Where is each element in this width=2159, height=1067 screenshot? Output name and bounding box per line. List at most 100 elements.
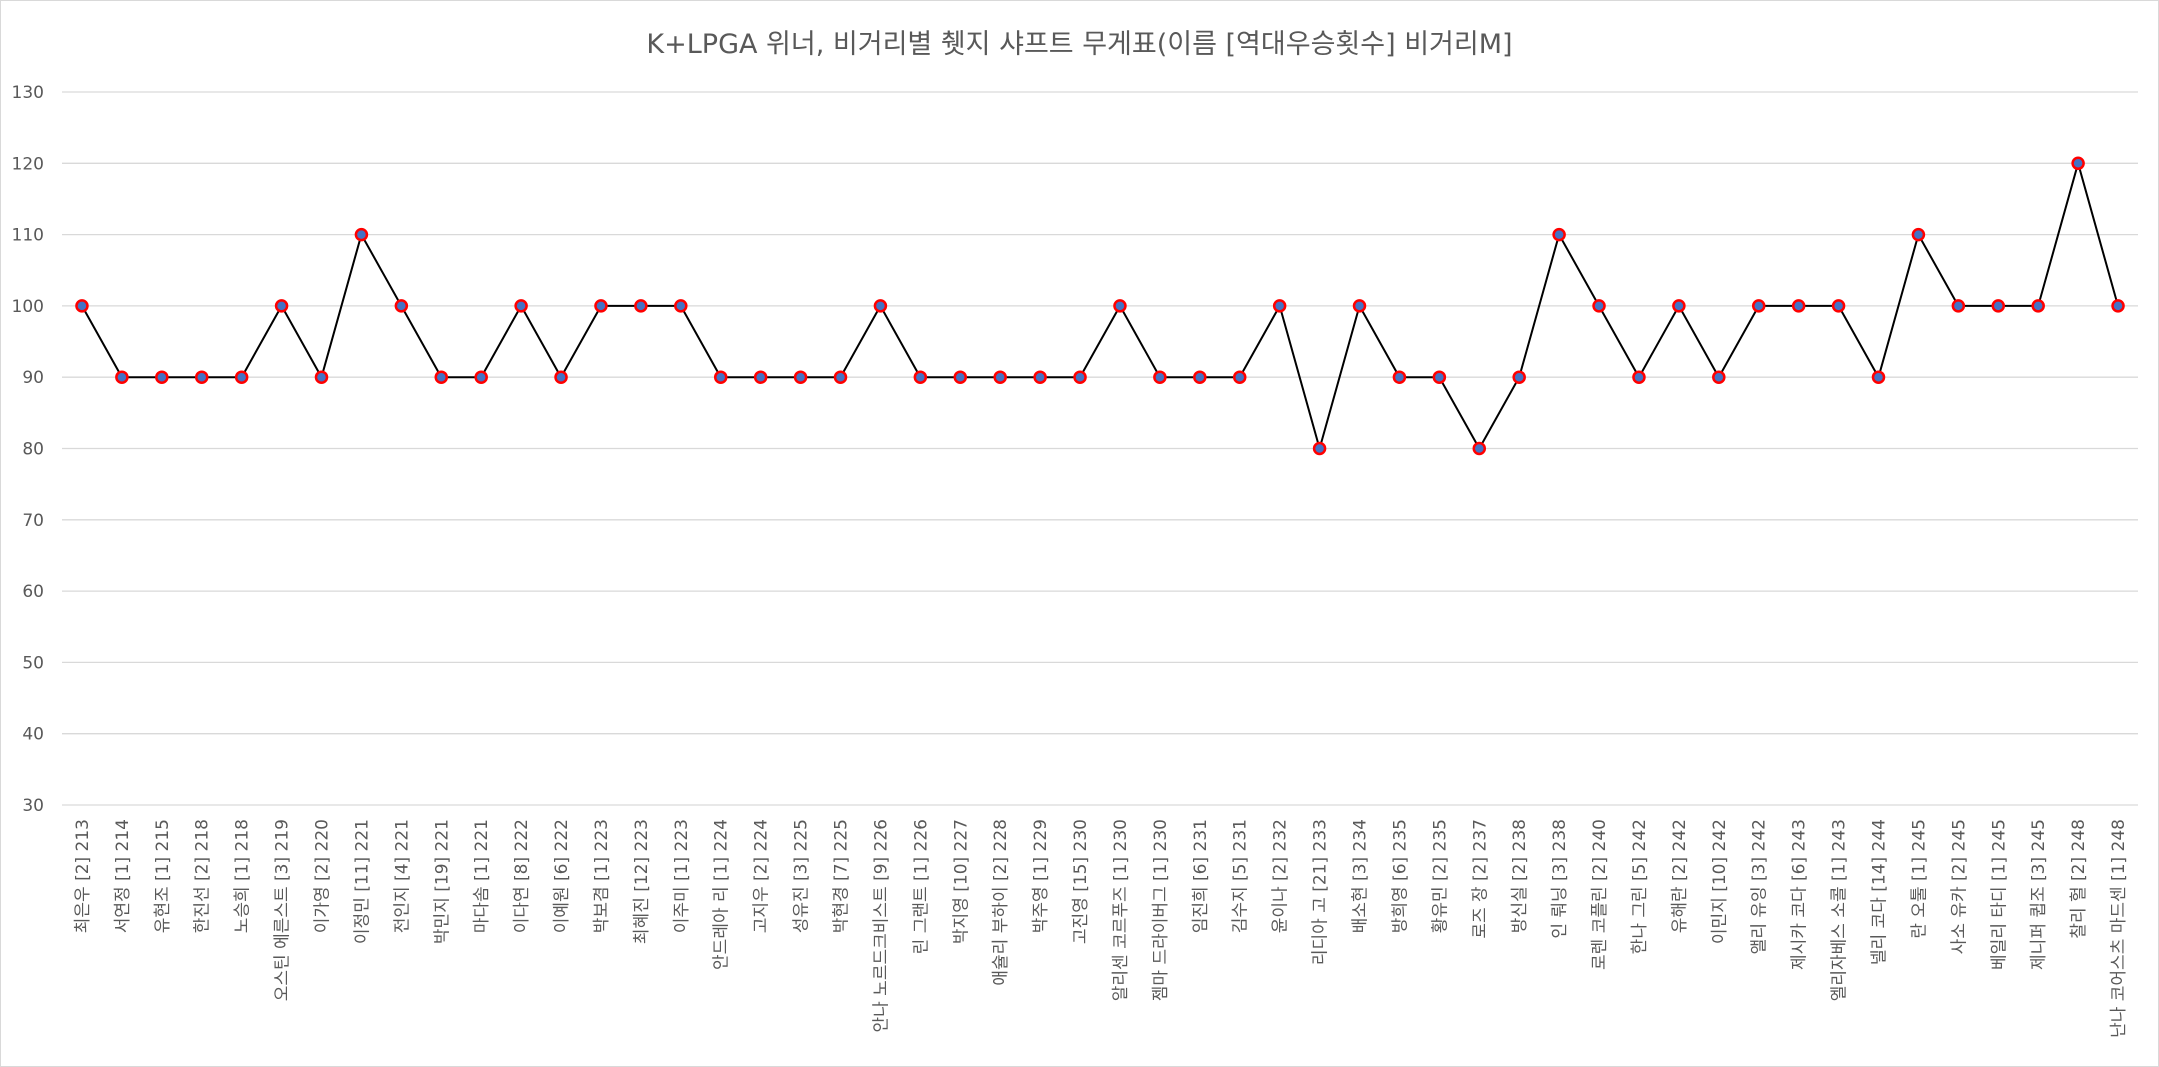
data-point bbox=[993, 370, 1007, 384]
x-category-label: 임진희 [6] 231 bbox=[1191, 819, 1211, 933]
series-line-layer bbox=[81, 162, 2119, 450]
data-point bbox=[1991, 299, 2006, 313]
data-point bbox=[1951, 299, 1966, 313]
x-category-label: 안드레아 리 [1] 224 bbox=[712, 819, 732, 970]
data-point bbox=[1312, 441, 1327, 456]
x-category-label: 고진영 [15] 230 bbox=[1071, 819, 1091, 944]
data-point bbox=[1272, 299, 1287, 313]
x-category-label: 최혜진 [12] 223 bbox=[632, 819, 652, 944]
data-point bbox=[1552, 227, 1566, 242]
x-category-label: 한진선 [2] 218 bbox=[193, 819, 213, 933]
data-point bbox=[314, 370, 329, 384]
data-point bbox=[1592, 299, 1606, 313]
data-point bbox=[953, 370, 968, 384]
data-point bbox=[674, 299, 688, 313]
x-category-label: 방신실 [2] 238 bbox=[1510, 819, 1530, 933]
data-point bbox=[1751, 299, 1766, 313]
series-line bbox=[81, 162, 2119, 450]
data-point bbox=[75, 299, 89, 313]
data-point bbox=[1352, 299, 1367, 313]
x-category-label: 리디아 고 [21] 233 bbox=[1311, 819, 1331, 965]
x-category-label: 노승희 [1] 218 bbox=[233, 819, 253, 933]
y-tick-label: 110 bbox=[12, 226, 44, 246]
data-point bbox=[913, 370, 928, 384]
x-category-label: 전인지 [4] 221 bbox=[392, 819, 412, 933]
data-point bbox=[1911, 227, 1926, 242]
x-category-label: 제시카 코다 [6] 243 bbox=[1790, 819, 1810, 970]
data-point bbox=[594, 299, 608, 313]
x-category-label: 찰리 헐 [2] 248 bbox=[2069, 819, 2089, 939]
x-category-label: 서연정 [1] 214 bbox=[113, 819, 133, 933]
gridlines bbox=[62, 91, 2138, 806]
x-category-label: 넬리 코다 [14] 244 bbox=[1870, 819, 1890, 965]
x-category-label: 성유진 [3] 225 bbox=[792, 819, 812, 933]
y-axis-ticks: 30 40 50 60 70 80 90 100 110 120 130 bbox=[12, 83, 44, 816]
x-category-label: 박보겸 [1] 223 bbox=[592, 819, 612, 933]
x-category-label: 이가영 [2] 220 bbox=[313, 819, 333, 933]
x-category-label: 이정민 [11] 221 bbox=[352, 819, 372, 944]
data-point bbox=[394, 299, 409, 313]
data-point bbox=[434, 370, 449, 384]
y-tick-label: 120 bbox=[12, 154, 44, 174]
data-point bbox=[793, 370, 808, 384]
x-category-label: 유해란 [2] 242 bbox=[1670, 819, 1690, 933]
x-category-label: 방희영 [6] 235 bbox=[1390, 819, 1410, 933]
data-point bbox=[1712, 370, 1726, 384]
x-category-label: 박민지 [19] 221 bbox=[432, 819, 452, 944]
x-category-label: 김수지 [5] 231 bbox=[1231, 819, 1251, 933]
data-point bbox=[2111, 299, 2125, 313]
data-point bbox=[354, 227, 369, 242]
data-point bbox=[1512, 370, 1526, 384]
data-point bbox=[873, 299, 888, 313]
y-tick-label: 100 bbox=[12, 297, 44, 317]
data-point bbox=[2031, 299, 2045, 313]
x-category-label: 윤이나 [2] 232 bbox=[1271, 819, 1291, 933]
x-category-label: 난나 코어스츠 마드센 [1] 248 bbox=[2109, 819, 2129, 1038]
data-point bbox=[1033, 370, 1047, 384]
x-category-label: 배소현 [3] 234 bbox=[1351, 819, 1371, 933]
x-category-label: 고지우 [2] 224 bbox=[752, 819, 772, 933]
x-category-label: 최은우 [2] 213 bbox=[73, 819, 93, 933]
x-category-label: 이주미 [1] 223 bbox=[672, 819, 692, 933]
y-tick-label: 90 bbox=[22, 368, 44, 388]
data-point bbox=[1791, 299, 1806, 313]
y-tick-label: 40 bbox=[22, 725, 44, 745]
data-point bbox=[1632, 370, 1646, 384]
x-category-label: 박주영 [1] 229 bbox=[1031, 819, 1051, 933]
data-point bbox=[155, 370, 169, 384]
data-point bbox=[1073, 370, 1087, 384]
x-category-label: 유현조 [1] 215 bbox=[153, 819, 173, 933]
data-point bbox=[1472, 441, 1487, 456]
data-point bbox=[1113, 299, 1127, 313]
x-category-label: 알리센 코르푸즈 [1] 230 bbox=[1111, 819, 1131, 1001]
x-category-label: 로즈 장 [2] 237 bbox=[1470, 819, 1490, 939]
x-category-label: 박지영 [10] 227 bbox=[951, 819, 971, 944]
y-tick-label: 50 bbox=[22, 653, 44, 673]
x-category-label: 안나 노르드크비스트 [9] 226 bbox=[871, 819, 891, 1033]
x-category-label: 로렌 코플린 [2] 240 bbox=[1590, 819, 1610, 970]
data-point bbox=[1672, 299, 1686, 313]
y-tick-label: 130 bbox=[12, 83, 44, 103]
data-point bbox=[115, 370, 129, 384]
y-tick-label: 70 bbox=[22, 511, 44, 531]
x-category-label: 젬마 드라이버그 [1] 230 bbox=[1151, 819, 1171, 1001]
data-point bbox=[1871, 370, 1886, 384]
x-category-label: 란 오툴 [1] 245 bbox=[1909, 819, 1929, 939]
data-point bbox=[474, 370, 488, 384]
x-category-label: 애슐리 부하이 [2] 228 bbox=[991, 819, 1011, 986]
chart-title: K+LPGA 위너, 비거리별 췟지 샤프트 무게표(이름 [역대우승횟수] 비… bbox=[646, 29, 1513, 60]
data-point bbox=[194, 370, 209, 384]
data-point bbox=[1392, 370, 1407, 384]
x-category-label: 사소 유카 [2] 245 bbox=[1949, 819, 1969, 954]
x-axis-category-labels: 최은우 [2] 213 서연정 [1] 214 유현조 [1] 215 한진선 [2]… bbox=[73, 819, 2129, 1038]
x-category-label: 베일리 타디 [1] 245 bbox=[1989, 819, 2009, 970]
data-point bbox=[1193, 370, 1207, 384]
data-point bbox=[514, 299, 528, 313]
x-category-label: 마다솜 [1] 221 bbox=[472, 819, 492, 933]
data-point bbox=[1432, 370, 1447, 384]
x-category-label: 한나 그린 [5] 242 bbox=[1630, 819, 1650, 954]
data-markers bbox=[75, 156, 2125, 456]
data-point bbox=[2071, 156, 2085, 171]
